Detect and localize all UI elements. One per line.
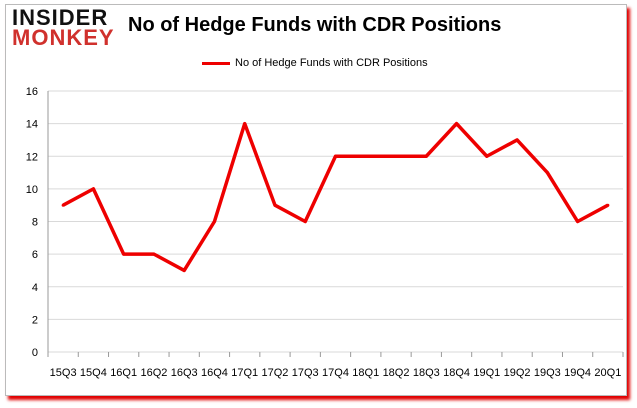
y-tick-label: 8: [32, 217, 38, 229]
data-point: [91, 187, 95, 191]
logo-line1: INSIDER: [12, 5, 109, 30]
legend-swatch: [202, 61, 230, 65]
data-point: [515, 138, 519, 142]
data-point: [61, 203, 65, 207]
data-point: [182, 268, 186, 272]
x-tick-label: 18Q4: [443, 367, 470, 379]
y-tick-label: 10: [26, 184, 38, 196]
x-tick-label: 19Q4: [564, 367, 591, 379]
data-point: [212, 220, 216, 223]
data-point: [606, 203, 610, 207]
data-point: [364, 154, 368, 158]
x-tick-label: 20Q1: [594, 367, 621, 379]
y-tick-label: 16: [26, 86, 38, 98]
data-point: [243, 122, 247, 126]
series-line: [62, 121, 609, 273]
x-tick-label: 18Q3: [413, 367, 440, 379]
data-point: [545, 171, 549, 175]
data-point: [424, 154, 428, 158]
data-point: [273, 203, 277, 207]
data-point: [303, 220, 307, 223]
y-tick-label: 0: [32, 347, 38, 359]
x-tick-label: 15Q4: [80, 367, 107, 379]
insider-monkey-logo: INSIDER MONKEY: [12, 5, 115, 50]
logo-line2: MONKEY: [12, 25, 115, 50]
x-tick-label: 17Q2: [262, 367, 289, 379]
x-tick-label: 16Q2: [140, 367, 167, 379]
data-point: [455, 122, 459, 126]
x-tick-label: 19Q2: [504, 367, 531, 379]
y-tick-label: 4: [32, 282, 38, 294]
x-tick-label: 17Q3: [292, 367, 319, 379]
x-tick-label: 18Q2: [383, 367, 410, 379]
x-tick-label: 19Q3: [534, 367, 561, 379]
x-tick-label: 17Q4: [322, 367, 349, 379]
x-tick-label: 19Q1: [473, 367, 500, 379]
data-point: [576, 220, 580, 223]
legend: No of Hedge Funds with CDR Positions: [202, 57, 428, 69]
data-point: [334, 154, 337, 158]
y-tick-label: 14: [26, 119, 38, 131]
x-tick-label: 16Q3: [171, 367, 198, 379]
x-tick-label: 18Q1: [352, 367, 379, 379]
y-tick-label: 2: [32, 314, 38, 326]
chart-title: No of Hedge Funds with CDR Positions: [128, 14, 502, 36]
legend-label: No of Hedge Funds with CDR Positions: [235, 57, 428, 69]
data-point: [394, 154, 398, 158]
x-tick-label: 16Q4: [201, 367, 228, 379]
data-point: [152, 252, 156, 256]
data-point: [485, 154, 489, 158]
x-tick-label: 17Q1: [231, 367, 258, 379]
y-tick-label: 12: [26, 151, 38, 163]
x-tick-label: 15Q3: [50, 367, 77, 379]
data-point: [122, 252, 126, 256]
x-tick-label: 16Q1: [110, 367, 137, 379]
y-tick-label: 6: [32, 249, 38, 261]
